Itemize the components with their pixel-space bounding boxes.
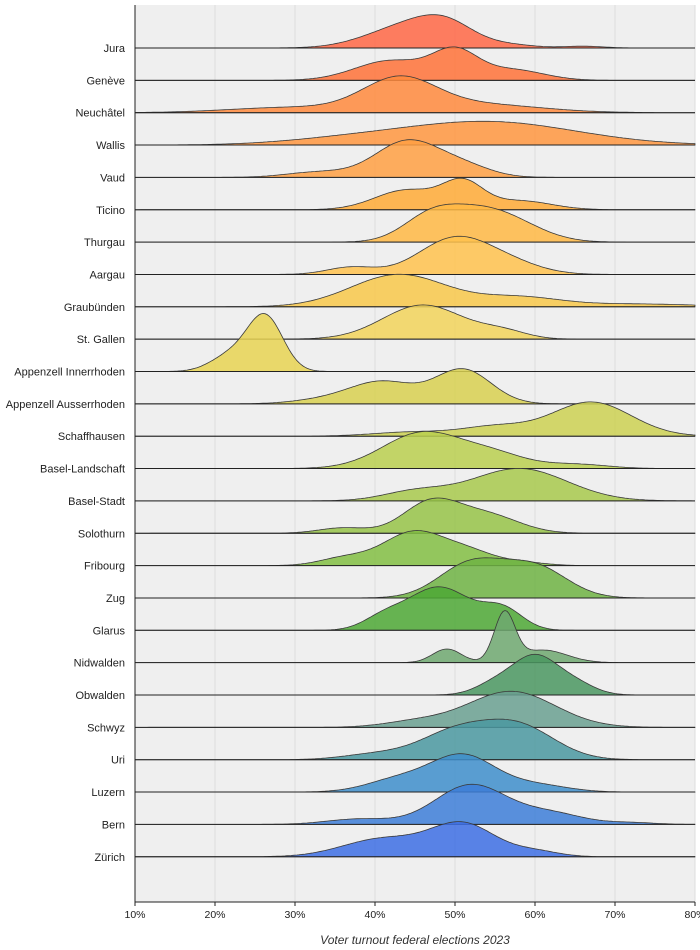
category-label: Appenzell Ausserrhoden bbox=[6, 399, 125, 411]
category-label: Obwalden bbox=[75, 690, 125, 702]
category-label: Solothurn bbox=[78, 528, 125, 540]
ridge-neuch-tel bbox=[134, 75, 695, 114]
category-label: Basel-Stadt bbox=[68, 496, 125, 508]
category-label: Bern bbox=[102, 819, 125, 831]
x-tick-label: 80% bbox=[684, 909, 700, 921]
category-label: Thurgau bbox=[84, 237, 125, 249]
category-label: Zürich bbox=[94, 852, 125, 864]
category-label: Fribourg bbox=[84, 561, 125, 573]
x-tick-label: 70% bbox=[604, 909, 625, 921]
category-label: Vaud bbox=[100, 172, 125, 184]
category-label: Schwyz bbox=[87, 722, 125, 734]
category-label: Graubünden bbox=[64, 302, 125, 314]
category-label: Jura bbox=[104, 43, 126, 55]
category-label: Aargau bbox=[90, 269, 125, 281]
category-label: Wallis bbox=[96, 140, 125, 152]
x-tick-label: 40% bbox=[364, 909, 385, 921]
category-label: Uri bbox=[111, 755, 125, 767]
category-label: Schaffhausen bbox=[58, 431, 125, 443]
x-tick-label: 60% bbox=[524, 909, 545, 921]
x-axis-title: Voter turnout federal elections 2023 bbox=[320, 933, 510, 947]
x-tick-label: 10% bbox=[124, 909, 145, 921]
ridges bbox=[134, 14, 696, 858]
category-label: St. Gallen bbox=[77, 334, 125, 346]
category-label: Luzern bbox=[91, 787, 125, 799]
ridge-wallis bbox=[134, 120, 696, 146]
x-tick-label: 20% bbox=[204, 909, 225, 921]
category-label: Appenzell Innerrhoden bbox=[14, 367, 125, 379]
category-label: Ticino bbox=[96, 205, 125, 217]
category-label: Genève bbox=[86, 75, 125, 87]
x-tick-label: 50% bbox=[444, 909, 465, 921]
category-label: Zug bbox=[106, 593, 125, 605]
category-labels: Jura Genève Neuchâtel Wallis Vaud Ticino Thurg… bbox=[6, 43, 126, 864]
category-label: Neuchâtel bbox=[75, 108, 125, 120]
category-label: Glarus bbox=[93, 625, 126, 637]
category-label: Nidwalden bbox=[74, 658, 125, 670]
x-tick-labels: 10% 20% 30% 40% 50% 60% 70% 80% bbox=[124, 909, 700, 921]
x-tick-label: 30% bbox=[284, 909, 305, 921]
axes bbox=[134, 5, 696, 906]
category-label: Basel-Landschaft bbox=[40, 464, 125, 476]
